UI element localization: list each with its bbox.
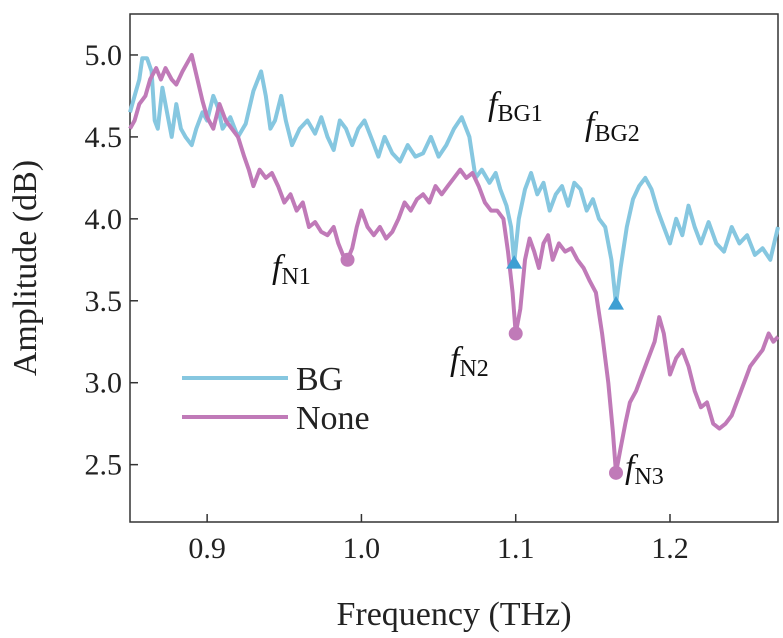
legend-label-bg: BG	[296, 361, 343, 398]
y-tick-label: 4.0	[85, 203, 123, 236]
annotation-fn3: fN3	[625, 449, 664, 490]
series-line-bg	[128, 56, 780, 307]
x-axis: 0.9 1.0 1.1 1.2	[188, 514, 689, 565]
legend: BG None	[182, 361, 370, 437]
y-axis-title: Amplitude (dB)	[7, 160, 44, 376]
x-axis-title: Frequency (THz)	[336, 596, 571, 633]
series-line-none	[128, 53, 780, 475]
x-tick-label: 1.2	[651, 532, 689, 565]
marker-point	[340, 252, 355, 267]
plot-frame	[129, 13, 779, 523]
y-tick-label: 5.0	[85, 39, 123, 72]
legend-label-none: None	[296, 400, 370, 437]
marker-point	[506, 255, 523, 269]
x-tick-label: 1.0	[343, 532, 381, 565]
y-tick-label: 3.5	[85, 285, 123, 318]
y-tick-label: 4.5	[85, 121, 123, 154]
y-tick-label: 2.5	[85, 449, 123, 482]
plot-series	[128, 53, 780, 475]
marker-point	[508, 326, 523, 341]
x-tick-label: 1.1	[497, 532, 535, 565]
x-tick-label: 0.9	[188, 532, 226, 565]
y-tick-label: 3.0	[85, 367, 123, 400]
y-axis: 2.5 3.0 3.5 4.0 4.5 5.0	[85, 39, 138, 482]
annotation-fn2: fN2	[450, 341, 489, 382]
marker-point	[609, 465, 623, 480]
plot-markers	[340, 252, 624, 480]
marker-point	[608, 296, 624, 310]
annotation-fn1: fN1	[272, 249, 311, 290]
annotation-fbg1: fBG1	[488, 86, 543, 127]
annotation-fbg2: fBG2	[585, 106, 640, 147]
